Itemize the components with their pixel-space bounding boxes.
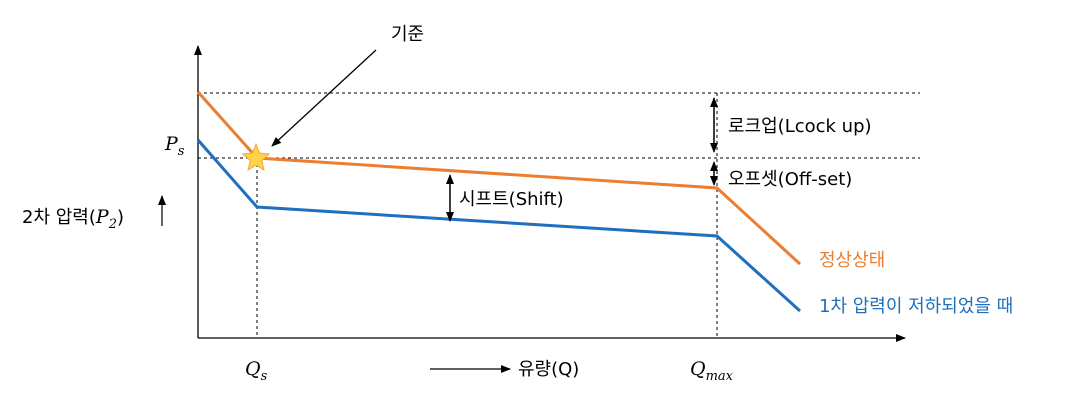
qmax-label: Qmax [690,358,734,384]
lockup-label: 로크업(Lcock up) [728,116,872,137]
shift-label: 시프트(Shift) [459,189,564,210]
x-axis-label: 유량(Q) [518,359,579,380]
ps-label: Ps [164,133,185,159]
qs-label: Qs [245,358,268,384]
reference-star-icon [241,142,271,172]
reduced-pressure-label: 1차 압력이 저하되었을 때 [819,296,1013,317]
offset-label: 오프셋(Off-set) [728,169,852,190]
normal-state-label: 정상상태 [819,250,885,271]
y-axis-label: 2차 압력(P2) [22,206,124,232]
normal-state-curve [196,91,802,266]
reduced-pressure-curve [196,139,802,313]
reference-arrow [271,49,377,147]
reference-label: 기준 [391,24,424,45]
